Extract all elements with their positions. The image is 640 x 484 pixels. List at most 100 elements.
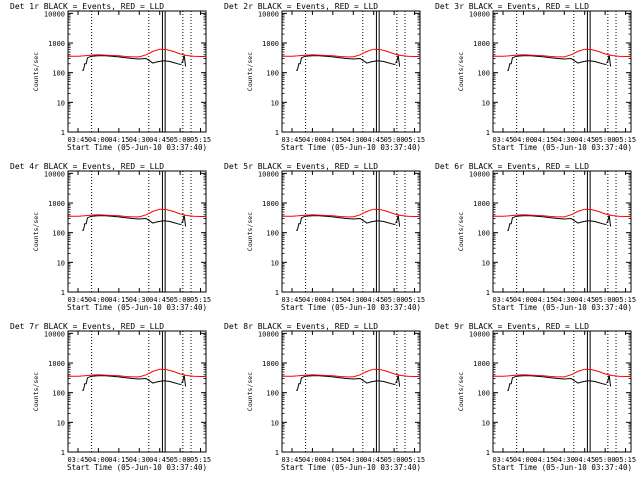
series-lld-segment: [395, 215, 401, 227]
x-axis-label: Start Time (05-Jun-10 03:37:40): [492, 143, 632, 152]
panel-title: Det 6r BLACK = Events, RED = LLD: [435, 162, 589, 171]
x-tick-label: 04:30: [129, 456, 150, 464]
plot-frame: [492, 170, 632, 293]
plot-frame: [281, 10, 421, 133]
y-tick-label: 1: [486, 289, 490, 297]
x-tick-label: 04:15: [533, 296, 554, 304]
series-events: [296, 215, 396, 231]
y-tick-label: 1: [275, 449, 279, 457]
series-events: [296, 55, 396, 71]
series-lld: [68, 48, 206, 58]
panel-6: Det 6r BLACK = Events, RED = LLD 1 10 100 10…: [435, 162, 636, 312]
x-tick-label: 04:00: [513, 136, 534, 144]
x-tick-label: 05:00: [170, 296, 191, 304]
x-tick-label: 04:45: [149, 296, 170, 304]
y-tick-label: 10: [271, 99, 279, 107]
x-tick-label: 05:15: [190, 456, 211, 464]
plot-frame: [67, 170, 207, 293]
series-events: [82, 55, 182, 71]
series-lld: [493, 208, 631, 218]
y-tick-label: 10: [482, 259, 490, 267]
x-tick-label: 05:15: [615, 296, 636, 304]
plot-frame: [67, 330, 207, 453]
y-tick-label: 1000: [48, 360, 65, 368]
x-tick-label: 03:45: [67, 456, 88, 464]
x-tick-label: 03:45: [67, 296, 88, 304]
plot-frame: [281, 170, 421, 293]
y-tick-label: 1000: [48, 40, 65, 48]
panel-title: Det 5r BLACK = Events, RED = LLD: [224, 162, 378, 171]
y-axis-label: Counts/sec: [246, 212, 254, 251]
y-axis-label: Counts/sec: [32, 212, 40, 251]
x-tick-label: 04:45: [574, 456, 595, 464]
x-tick-label: 05:15: [404, 296, 425, 304]
x-tick-label: 05:00: [384, 136, 405, 144]
y-tick-label: 100: [477, 390, 490, 398]
y-tick-label: 10000: [258, 330, 279, 338]
y-tick-label: 10000: [258, 170, 279, 178]
y-tick-label: 100: [266, 70, 279, 78]
plot-frame: [492, 330, 632, 453]
y-axis-label: Counts/sec: [457, 52, 465, 91]
x-tick-label: 04:15: [322, 296, 343, 304]
y-axis-label: Counts/sec: [457, 372, 465, 411]
x-tick-label: 04:00: [302, 296, 323, 304]
x-tick-label: 04:00: [302, 456, 323, 464]
panel-1: Det 1r BLACK = Events, RED = LLD 1 10 100 10…: [10, 2, 211, 152]
series-lld-segment: [181, 55, 187, 67]
x-tick-label: 04:00: [88, 296, 109, 304]
x-tick-label: 05:15: [190, 296, 211, 304]
x-tick-label: 04:15: [108, 296, 129, 304]
x-tick-label: 04:45: [363, 296, 384, 304]
y-tick-label: 1000: [473, 360, 490, 368]
x-tick-label: 04:45: [363, 456, 384, 464]
y-tick-label: 10: [271, 259, 279, 267]
series-events: [507, 55, 607, 71]
x-tick-label: 04:45: [574, 296, 595, 304]
x-tick-label: 03:45: [492, 136, 513, 144]
x-tick-label: 04:45: [149, 456, 170, 464]
y-tick-label: 100: [477, 230, 490, 238]
plot-frame: [281, 330, 421, 453]
x-tick-label: 05:15: [615, 456, 636, 464]
y-tick-label: 1000: [48, 200, 65, 208]
series-lld: [282, 208, 420, 218]
panel-title: Det 2r BLACK = Events, RED = LLD: [224, 2, 378, 11]
series-lld-segment: [181, 215, 187, 227]
x-tick-label: 04:30: [129, 136, 150, 144]
x-tick-label: 05:00: [384, 296, 405, 304]
x-tick-label: 04:30: [554, 456, 575, 464]
series-lld: [282, 48, 420, 58]
x-tick-label: 04:45: [574, 136, 595, 144]
series-lld-segment: [606, 215, 612, 227]
y-tick-label: 1000: [262, 40, 279, 48]
panel-4: Det 4r BLACK = Events, RED = LLD 1 10 100 10…: [10, 162, 211, 312]
x-tick-label: 05:00: [384, 456, 405, 464]
y-axis-label: Counts/sec: [246, 52, 254, 91]
x-tick-label: 03:45: [281, 136, 302, 144]
x-tick-label: 03:45: [281, 296, 302, 304]
y-tick-label: 10000: [258, 10, 279, 18]
x-tick-label: 04:00: [88, 136, 109, 144]
y-tick-label: 1000: [473, 40, 490, 48]
y-tick-label: 10: [57, 259, 65, 267]
panel-title: Det 1r BLACK = Events, RED = LLD: [10, 2, 164, 11]
series-lld-segment: [606, 55, 612, 67]
x-axis-label: Start Time (05-Jun-10 03:37:40): [281, 143, 421, 152]
x-tick-label: 04:45: [363, 136, 384, 144]
x-tick-label: 03:45: [492, 296, 513, 304]
y-tick-label: 100: [266, 390, 279, 398]
panel-2: Det 2r BLACK = Events, RED = LLD 1 10 100 10…: [224, 2, 425, 152]
x-tick-label: 05:15: [615, 136, 636, 144]
x-tick-label: 04:15: [533, 136, 554, 144]
x-tick-label: 05:00: [595, 136, 616, 144]
y-tick-label: 10: [271, 419, 279, 427]
y-tick-label: 100: [52, 70, 65, 78]
x-tick-label: 04:30: [343, 136, 364, 144]
panel-title: Det 8r BLACK = Events, RED = LLD: [224, 322, 378, 331]
series-lld-segment: [606, 375, 612, 387]
x-tick-label: 04:15: [322, 456, 343, 464]
series-events: [507, 215, 607, 231]
x-tick-label: 04:15: [322, 136, 343, 144]
